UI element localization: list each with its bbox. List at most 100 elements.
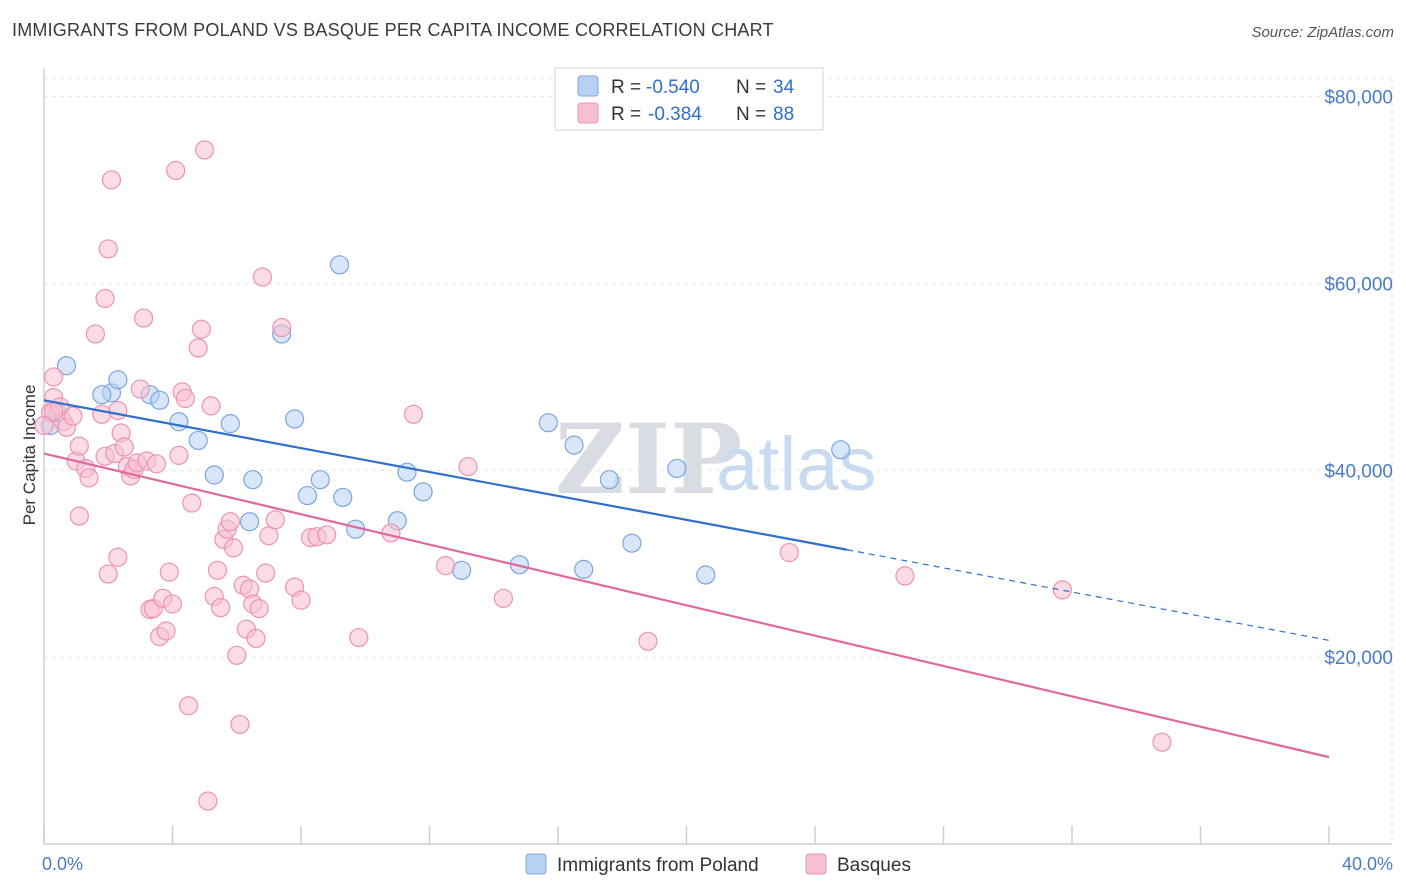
point-basque-65 — [252, 267, 273, 287]
point-poland-13 — [240, 512, 260, 532]
point-basque-64 — [249, 598, 269, 619]
point-poland-4 — [92, 385, 112, 405]
point-basque-84 — [1052, 580, 1072, 600]
point-poland-9 — [188, 430, 208, 451]
bottom-legend-swatch-poland — [525, 853, 547, 875]
bottom-legend-label-poland: Immigrants from Poland — [557, 855, 759, 876]
y-tick-label-3: $80,000 — [1324, 88, 1393, 109]
point-basque-12 — [85, 324, 106, 344]
point-poland-19 — [333, 487, 353, 508]
point-basque-66 — [256, 563, 276, 583]
point-basque-39 — [166, 160, 186, 181]
point-basque-74 — [317, 525, 337, 545]
point-basque-57 — [227, 645, 247, 665]
point-basque-17 — [98, 239, 118, 259]
x-tick-label-1: 40.0% — [1342, 854, 1393, 874]
legend-r-value-poland: -0.540 — [646, 77, 700, 98]
point-poland-24 — [452, 560, 472, 580]
point-basque-82 — [779, 542, 799, 563]
point-basque-78 — [435, 556, 456, 576]
point-basque-69 — [272, 317, 292, 338]
point-basque-55 — [220, 512, 240, 532]
point-basque-77 — [403, 404, 424, 424]
point-basque-1 — [44, 367, 64, 387]
point-poland-10 — [204, 465, 224, 485]
source-label: Source: ZipAtlas.com — [1251, 24, 1394, 41]
point-poland-17 — [310, 470, 330, 490]
point-basque-18 — [101, 170, 122, 190]
x-tick-label-0: 0.0% — [42, 854, 83, 874]
point-basque-38 — [162, 594, 183, 614]
trend-lines — [43, 399, 1330, 759]
point-basque-71 — [291, 590, 311, 610]
point-basque-21 — [108, 400, 128, 421]
point-basque-81 — [638, 631, 658, 651]
y-tick-label-0: $20,000 — [1324, 648, 1393, 669]
y-tick-label-1: $40,000 — [1324, 461, 1393, 482]
point-basque-37 — [159, 562, 179, 582]
bottom-legend-label-basque: Basques — [837, 855, 911, 876]
point-basque-23 — [114, 437, 134, 457]
point-basque-79 — [458, 457, 478, 477]
point-basque-75 — [349, 627, 369, 648]
legend-n-label-poland: N = — [736, 77, 766, 98]
point-basque-45 — [188, 338, 208, 358]
point-basque-52 — [211, 598, 231, 618]
point-basque-56 — [223, 538, 244, 558]
point-basque-20 — [108, 547, 128, 567]
point-poland-30 — [622, 533, 642, 553]
point-basque-42 — [175, 388, 195, 409]
point-basque-43 — [178, 696, 199, 716]
point-basque-16 — [98, 564, 118, 584]
data-points — [34, 140, 1172, 811]
point-basque-49 — [201, 396, 221, 416]
point-basque-6 — [63, 406, 83, 426]
point-basque-86 — [34, 415, 54, 436]
point-basque-13 — [92, 404, 112, 424]
point-basque-85 — [1152, 732, 1172, 752]
point-poland-32 — [696, 565, 716, 585]
point-basque-47 — [195, 140, 215, 160]
point-basque-63 — [246, 628, 266, 649]
point-basque-33 — [146, 454, 167, 474]
point-poland-8 — [169, 412, 189, 432]
bottom-legend-swatch-basque — [805, 853, 827, 875]
point-basque-28 — [130, 379, 150, 399]
point-poland-26 — [538, 413, 558, 433]
legend-swatch-basque — [577, 102, 599, 124]
point-basque-15 — [95, 288, 115, 309]
legend-r-label-basque: R = — [611, 104, 641, 125]
point-basque-58 — [230, 714, 250, 735]
point-basque-80 — [493, 588, 513, 608]
point-poland-15 — [284, 409, 305, 429]
legend-r-value-basque: -0.384 — [648, 104, 702, 125]
point-basque-46 — [191, 319, 212, 339]
trend-line-basque — [43, 452, 1330, 759]
point-poland-12 — [243, 470, 263, 490]
point-poland-31 — [667, 458, 687, 479]
tick-labels: $20,000 $40,000 $60,000 $80,000 0.0% 40.0% — [42, 88, 1393, 874]
point-basque-9 — [69, 436, 89, 456]
trend-line-poland-extension — [847, 549, 1330, 641]
point-basque-36 — [156, 621, 176, 641]
point-poland-16 — [297, 485, 318, 506]
point-poland-28 — [574, 559, 594, 579]
y-axis-label: Per Capita Income — [20, 385, 39, 526]
point-basque-8 — [69, 506, 89, 526]
legend-n-label-basque: N = — [736, 104, 766, 125]
point-basque-40 — [169, 445, 189, 465]
legend-n-value-poland: 34 — [773, 77, 795, 98]
legend-n-value-basque: 88 — [773, 104, 794, 125]
point-basque-11 — [79, 468, 99, 488]
watermark-atlas: atlas — [716, 422, 877, 507]
chart-title: IMMIGRANTS FROM POLAND VS BASQUE PER CAP… — [12, 20, 774, 40]
point-poland-33 — [831, 440, 851, 460]
point-basque-83 — [895, 566, 915, 586]
point-basque-48 — [198, 791, 218, 811]
point-basque-51 — [207, 560, 228, 580]
point-poland-5 — [108, 370, 128, 390]
legend-r-label-poland: R = — [611, 77, 641, 98]
y-tick-label-2: $60,000 — [1324, 275, 1393, 296]
point-basque-44 — [182, 493, 202, 513]
point-poland-27 — [564, 435, 584, 455]
